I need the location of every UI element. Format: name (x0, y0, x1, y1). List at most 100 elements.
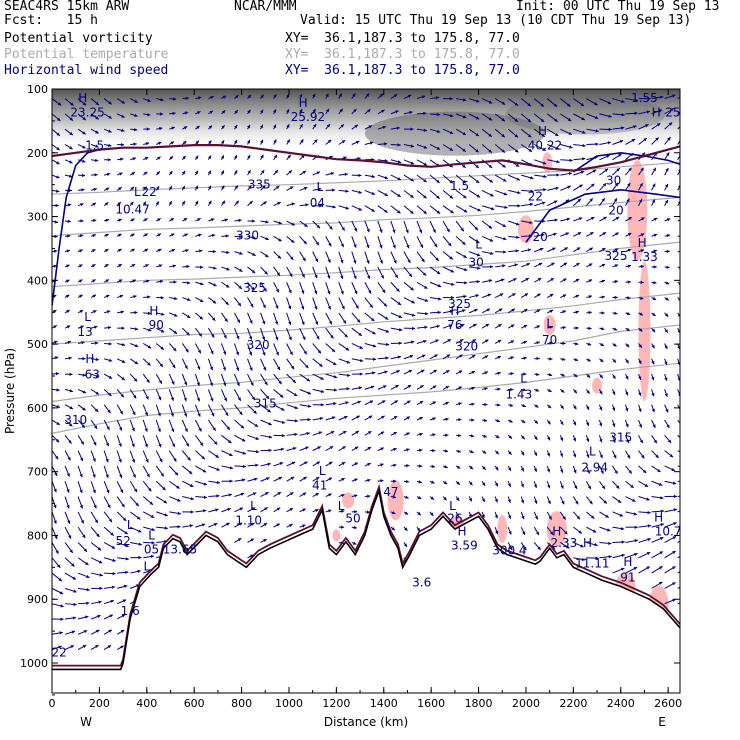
wind-vector-head (170, 141, 174, 145)
wind-vector-head (393, 416, 398, 420)
wind-vector-head (617, 499, 622, 503)
wind-vector-head (354, 228, 358, 232)
wind-vector-head (341, 462, 346, 466)
wind-vector-head (508, 435, 513, 439)
wind-vector-head (541, 233, 545, 237)
wind-vector-head (185, 96, 189, 101)
wind-vector-head (289, 273, 293, 277)
wind-vector-head (316, 335, 320, 340)
wind-vector-head (312, 108, 316, 113)
wind-vector-head (92, 279, 96, 283)
wind-vector-head (613, 454, 617, 459)
wind-vector-head (275, 351, 279, 356)
wind-vector-head (95, 144, 99, 148)
wind-vector-head (522, 388, 527, 392)
wind-vector-head (410, 194, 414, 198)
wind-vector-head (672, 94, 676, 98)
theta-contour-310 (52, 362, 680, 434)
contour-annotation: 04 (310, 196, 325, 210)
wind-vector-head (677, 201, 680, 204)
wind-vector-head (569, 158, 573, 162)
wind-vector-head (189, 483, 194, 487)
wind-vector-head (419, 448, 423, 452)
wind-vector-head (223, 351, 227, 355)
wind-vector-head (306, 431, 310, 436)
wind-vector-head (187, 297, 191, 301)
wind-vector-head (488, 225, 493, 229)
wind-vector-head (432, 433, 436, 437)
wind-vector-head (507, 499, 511, 503)
wind-vector-head (236, 382, 240, 387)
wind-vector-head (319, 416, 324, 421)
wind-vector-head (236, 367, 240, 371)
x-tick-label: 2400 (607, 697, 635, 710)
wind-vector-head (507, 515, 512, 519)
wind-vector-head (56, 175, 60, 179)
wind-vector-head (220, 155, 224, 159)
wind-vector-head (397, 177, 401, 181)
contour-annotation: 41 (312, 479, 327, 493)
wind-vector-head (501, 149, 506, 153)
wind-vector-head (576, 247, 581, 251)
wind-vector-head (587, 342, 592, 346)
wind-vector-head (566, 217, 571, 221)
wind-vector-head (456, 481, 460, 485)
wind-vector-head (353, 525, 357, 530)
wind-vector-head (613, 198, 617, 202)
wind-vector-head (646, 566, 650, 570)
wind-vector-head (397, 193, 401, 197)
wind-vector-head (652, 167, 656, 172)
wind-vector-head (672, 566, 676, 570)
wind-vector-head (55, 203, 59, 208)
wind-vector-head (380, 431, 385, 435)
wind-vector-head (276, 507, 281, 511)
wind-vector-head (549, 531, 554, 535)
wind-vector-head (627, 264, 631, 268)
wind-vector-head (254, 477, 258, 481)
wind-vector-head (82, 407, 86, 411)
wind-vector-head (197, 366, 201, 370)
wind-vector-head (639, 296, 644, 300)
wind-vector-head (549, 309, 554, 313)
wind-vector-head (659, 537, 664, 541)
wind-vector-head (473, 323, 477, 327)
wind-vector-head (107, 325, 112, 330)
wind-vector-head (614, 295, 618, 300)
wind-vector-head (666, 152, 670, 156)
wind-vector-head (56, 388, 60, 392)
wind-vector-head (548, 388, 552, 392)
wind-vector (677, 111, 680, 115)
wind-vector-head (273, 94, 277, 98)
field-wind-name: Horizontal wind speed (4, 63, 169, 78)
wind-vector-head (607, 141, 612, 145)
wind-vector-head (595, 129, 599, 133)
wind-vector-head (303, 476, 307, 480)
wind-vector-head (341, 493, 345, 498)
wind-vector-head (278, 476, 282, 480)
wind-vector-head (527, 134, 532, 138)
wind-vector-head (145, 264, 149, 268)
wind-vector-head (482, 450, 487, 454)
wind-vector-head (458, 402, 462, 406)
wind-vector-head (255, 449, 260, 454)
wind-vector-head (494, 498, 498, 503)
wind-vector-head (252, 219, 256, 223)
wind-vector-head (66, 473, 70, 477)
x-tick-label: 1600 (417, 697, 445, 710)
wind-vector-head (82, 102, 87, 106)
wind-vector-head (79, 294, 83, 298)
wind-vector-head (234, 170, 238, 174)
contour-annotation: 40.22 (528, 139, 562, 153)
wind-vector-head (134, 344, 139, 348)
wind-vector-head (568, 131, 573, 135)
wind-vector-head (91, 264, 96, 268)
wind-vector-head (379, 229, 383, 233)
wind-vector-head (621, 553, 625, 558)
wind-vector-head (160, 329, 165, 333)
wind-vector-head (314, 290, 318, 295)
wind-vector-head (138, 542, 142, 546)
wind-vector-head (177, 525, 181, 529)
wind-vector-head (488, 149, 492, 153)
wind-vector-head (549, 357, 553, 361)
wind-vector-head (372, 357, 377, 361)
